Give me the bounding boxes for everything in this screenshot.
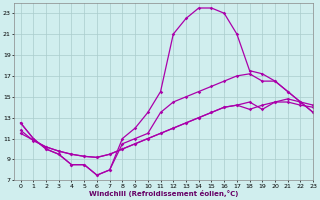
X-axis label: Windchill (Refroidissement éolien,°C): Windchill (Refroidissement éolien,°C) [89,190,238,197]
